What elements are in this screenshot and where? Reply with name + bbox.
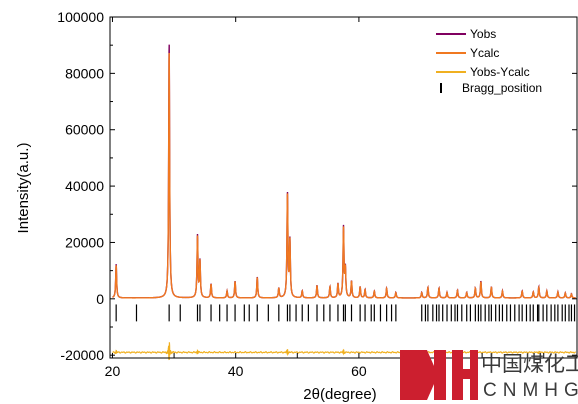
watermark-logo: 中国煤化工 CNMHG <box>400 350 578 401</box>
x-axis-title: 2θ(degree) <box>303 386 376 403</box>
legend: Yobs Ycalc Yobs-Ycalc Bragg_position <box>436 27 542 95</box>
legend-label-ycalc: Ycalc <box>470 46 499 60</box>
y-axis: -20000 0 20000 40000 60000 80000 100000 <box>57 9 577 363</box>
y-tick-label: -20000 <box>60 347 104 363</box>
y-tick-label: 60000 <box>65 122 104 138</box>
x-tick-label: 20 <box>105 363 121 379</box>
logo-bar-3 <box>434 350 446 400</box>
x-tick-label: 60 <box>351 363 367 379</box>
x-axis: 20 40 60 <box>105 17 545 379</box>
series-ycalc-line <box>112 52 576 299</box>
logo-bar-2 <box>400 350 438 400</box>
watermark-latin-text: CNMHG <box>483 380 578 401</box>
series-diff-line <box>112 342 576 361</box>
plot-area <box>112 44 576 361</box>
y-tick-label: 20000 <box>65 234 104 250</box>
y-tick-label: 0 <box>96 291 104 307</box>
legend-label-diff: Yobs-Ycalc <box>470 65 530 79</box>
logo-bar-6 <box>470 350 478 400</box>
legend-label-bragg: Bragg_position <box>462 81 542 95</box>
plot-frame <box>109 16 578 359</box>
y-tick-label: 80000 <box>65 65 104 81</box>
x-tick-label: 40 <box>228 363 244 379</box>
y-tick-label: 100000 <box>57 9 104 25</box>
watermark-chinese-text: 中国煤化工 <box>481 352 578 376</box>
y-axis-title: Intensity(a.u.) <box>15 143 32 234</box>
y-tick-label: 40000 <box>65 178 104 194</box>
legend-label-yobs: Yobs <box>470 27 496 41</box>
logo-bar-5 <box>452 369 478 379</box>
